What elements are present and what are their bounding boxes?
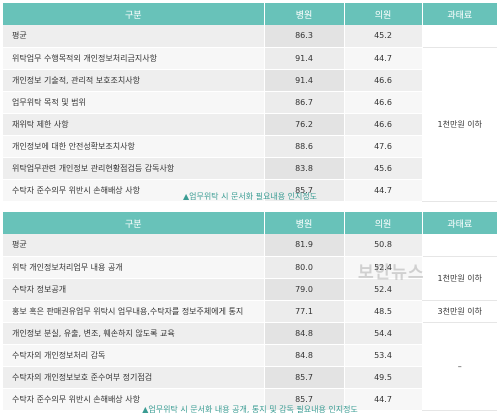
table-row: 수탁자 정보공개 79.0 52.4 [3, 278, 497, 301]
header-clinic: 의원 [344, 212, 423, 234]
fine-empty-cell [421, 25, 497, 48]
header-category: 구분 [3, 3, 265, 25]
header-fine: 과태료 [422, 212, 497, 234]
clinic-value: 44.7 [343, 179, 422, 202]
clinic-value: 47.6 [343, 135, 422, 158]
header-fine: 과태료 [422, 3, 497, 25]
row-label: 위탁 개인정보처리업무 내용 공개 [3, 256, 264, 279]
hospital-value: 83.8 [263, 157, 344, 180]
hospital-value: 77.1 [263, 300, 344, 323]
table-row: 개인정보 분실, 유출, 변조, 훼손하지 않도록 교육 84.8 54.4 – [3, 322, 497, 411]
table-row: 업무위탁 목적 및 범위 86.7 46.6 [3, 91, 497, 114]
fine-empty-cell [421, 234, 497, 257]
table-row: 평균 81.9 50.8 [3, 234, 497, 257]
hospital-value: 84.8 [263, 344, 344, 367]
row-label: 홍보 혹은 판매권유업무 위탁시 업무내용,수탁자를 정보주체에게 통지 [3, 300, 264, 323]
table-row: 수탁자의 개인정보처리 감독 84.8 53.4 [3, 344, 497, 367]
clinic-value: 52.4 [343, 278, 422, 301]
table-header-row: 구분 병원 의원 과태료 [3, 3, 497, 25]
table-row: 개인정보 기술적, 관리적 보호조치사항 91.4 46.6 [3, 69, 497, 92]
hospital-value: 91.4 [263, 69, 344, 92]
row-label: 수탁자 준수의무 위반시 손해배상 사항 [3, 179, 264, 202]
row-label: 평균 [3, 25, 264, 48]
row-label: 개인정보 기술적, 관리적 보호조치사항 [3, 69, 264, 92]
row-label: 수탁자의 개인정보처리 감독 [3, 344, 264, 367]
hospital-value: 91.4 [263, 47, 344, 70]
hospital-value: 79.0 [263, 278, 344, 301]
row-label: 업무위탁 목적 및 범위 [3, 91, 264, 114]
clinic-value: 50.8 [343, 234, 422, 257]
fine-value: 1천만원 이하 [421, 47, 497, 202]
header-hospital: 병원 [264, 3, 345, 25]
clinic-value: 49.5 [343, 366, 422, 389]
hospital-value: 81.9 [263, 234, 344, 257]
clinic-value: 54.4 [343, 322, 422, 345]
clinic-value: 48.5 [343, 300, 422, 323]
clinic-value: 44.7 [343, 47, 422, 70]
hospital-value: 86.7 [263, 91, 344, 114]
table-caption: ▲업무위탁 시 문서화 내용 공개, 통지 및 감독 필요내용 인지정도 [142, 405, 358, 414]
clinic-value: 52.4 [343, 256, 422, 279]
hospital-value: 85.7 [263, 388, 344, 411]
row-label: 수탁자 정보공개 [3, 278, 264, 301]
table-row: 위탁업무관련 개인정보 관리현황점검등 감독사항 83.8 45.6 [3, 157, 497, 180]
watermark: 보안뉴스 [358, 263, 425, 283]
row-label: 재위탁 제한 사항 [3, 113, 264, 136]
table-row: 개인정보에 대한 안전성확보조치사항 88.6 47.6 [3, 135, 497, 158]
hospital-value: 84.8 [263, 322, 344, 345]
hospital-value: 80.0 [263, 256, 344, 279]
clinic-value: 46.6 [343, 69, 422, 92]
row-label: 위탁업무 수행목적외 개인정보처리금지사항 [3, 47, 264, 70]
table-row: 재위탁 제한 사항 76.2 46.6 [3, 113, 497, 136]
table-header-row: 구분 병원 의원 과태료 [3, 212, 497, 234]
clinic-value: 46.6 [343, 91, 422, 114]
fine-value: 3천만원 이하 [421, 300, 497, 323]
row-label: 수탁자 준수의무 위반시 손해배상 사항 [3, 388, 264, 411]
awareness-table-documentation: 구분 병원 의원 과태료 평균 86.3 45.2 위탁업무 수행목적외 개인정… [3, 3, 497, 202]
row-label: 평균 [3, 234, 264, 257]
fine-value: – [421, 322, 497, 411]
hospital-value: 86.3 [263, 25, 344, 48]
clinic-value: 45.6 [343, 157, 422, 180]
hospital-value: 85.7 [263, 366, 344, 389]
clinic-value: 46.6 [343, 113, 422, 136]
table-row: 평균 86.3 45.2 [3, 25, 497, 48]
table-row: 수탁자의 개인정보보호 준수여부 정기점검 85.7 49.5 [3, 366, 497, 389]
awareness-table-disclosure: 구분 병원 의원 과태료 평균 81.9 50.8 위탁 개인정보처리업무 내용… [3, 212, 497, 411]
table-row: 위탁 개인정보처리업무 내용 공개 80.0 52.4 1천만원 이하 [3, 256, 497, 301]
fine-value: 1천만원 이하 [421, 256, 497, 301]
table-row: 홍보 혹은 판매권유업무 위탁시 업무내용,수탁자를 정보주체에게 통지 77.… [3, 300, 497, 323]
clinic-value: 44.7 [343, 388, 422, 411]
clinic-value: 53.4 [343, 344, 422, 367]
table-row: 수탁자 준수의무 위반시 손해배상 사항 85.7 44.7 [3, 179, 497, 202]
header-hospital: 병원 [264, 212, 345, 234]
table-row: 위탁업무 수행목적외 개인정보처리금지사항 91.4 44.7 1천만원 이하 [3, 47, 497, 202]
clinic-value: 45.2 [343, 25, 422, 48]
row-label: 개인정보 분실, 유출, 변조, 훼손하지 않도록 교육 [3, 322, 264, 345]
table-caption: ▲업무위탁 시 문서화 필요내용 인지정도 [182, 192, 318, 201]
hospital-value: 85.7 [263, 179, 344, 202]
row-label: 개인정보에 대한 안전성확보조치사항 [3, 135, 264, 158]
table-row: 수탁자 준수의무 위반시 손해배상 사항 85.7 44.7 [3, 388, 497, 411]
row-label: 위탁업무관련 개인정보 관리현황점검등 감독사항 [3, 157, 264, 180]
header-clinic: 의원 [344, 3, 423, 25]
hospital-value: 76.2 [263, 113, 344, 136]
row-label: 수탁자의 개인정보보호 준수여부 정기점검 [3, 366, 264, 389]
hospital-value: 88.6 [263, 135, 344, 158]
header-category: 구분 [3, 212, 265, 234]
